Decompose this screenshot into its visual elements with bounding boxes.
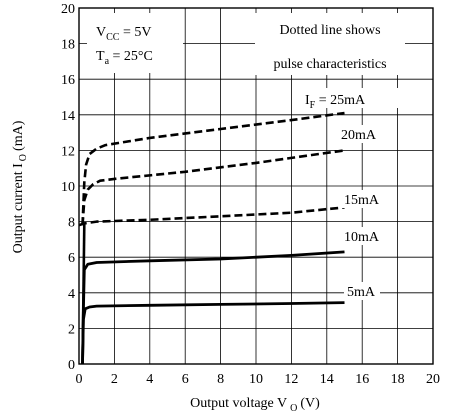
series-label-10ma: 10mA xyxy=(344,230,380,245)
y-tick-label: 8 xyxy=(68,216,75,231)
x-tick-label: 6 xyxy=(182,372,189,387)
series-label-5ma: 5mA xyxy=(347,285,376,300)
label-bg-20ma xyxy=(338,125,382,143)
y-axis-label: Output current IO(mA) xyxy=(11,120,29,253)
curves xyxy=(78,111,345,365)
series-line-25ma xyxy=(81,111,345,226)
x-tick-label: 16 xyxy=(355,372,369,387)
x-tick-label: 8 xyxy=(217,372,224,387)
y-tick-label: 16 xyxy=(61,73,75,88)
label-bg-25ma xyxy=(302,88,412,108)
label-bg-15ma xyxy=(341,190,385,208)
x-tick-label: 0 xyxy=(76,372,83,387)
label-bg-10ma xyxy=(341,227,385,245)
ta-condition: Ta = 25°C xyxy=(96,49,153,67)
x-tick-label: 20 xyxy=(426,372,440,387)
conditions-box xyxy=(87,13,183,73)
y-tick-label: 20 xyxy=(61,2,75,17)
x-tick-label: 12 xyxy=(284,372,298,387)
y-tick-label: 0 xyxy=(68,358,75,373)
riser-line xyxy=(81,223,86,365)
y-tick-label: 6 xyxy=(68,251,75,266)
y-tick-label: 4 xyxy=(68,287,75,302)
series-line-15ma xyxy=(78,206,345,227)
x-tick-label: 14 xyxy=(320,372,334,387)
note-line-1: Dotted line shows xyxy=(279,23,380,38)
x-tick-label: 10 xyxy=(249,372,263,387)
x-tick-label: 2 xyxy=(111,372,118,387)
x-tick-label: 4 xyxy=(146,372,153,387)
y-tick-label: 2 xyxy=(68,322,75,337)
plot-frame xyxy=(78,7,434,365)
y-tick-label: 12 xyxy=(61,144,75,159)
label-bg-5ma xyxy=(344,282,380,300)
series-line-10ma xyxy=(81,250,345,365)
x-tick-label: 18 xyxy=(391,372,405,387)
tick-labels: 0 2 4 6 8 10 12 14 16 18 20 0 2 4 6 8 10 12 14 16 18 20 xyxy=(61,2,440,387)
series-line-5ma xyxy=(81,301,345,365)
y-tick-label: 14 xyxy=(61,109,75,124)
x-axis-label: Output voltage V O (V) xyxy=(190,396,320,414)
note-box xyxy=(255,13,405,75)
series-line-20ma xyxy=(81,149,345,226)
series-label-15ma: 15mA xyxy=(344,193,380,208)
vcc-condition: VCC = 5V xyxy=(96,25,151,43)
series-label-25ma: IF = 25mA xyxy=(305,93,366,111)
y-tick-label: 10 xyxy=(61,180,75,195)
y-tick-label: 18 xyxy=(61,38,75,53)
series-label-20ma: 20mA xyxy=(341,128,377,143)
note-line-2: pulse characteristics xyxy=(273,57,386,72)
